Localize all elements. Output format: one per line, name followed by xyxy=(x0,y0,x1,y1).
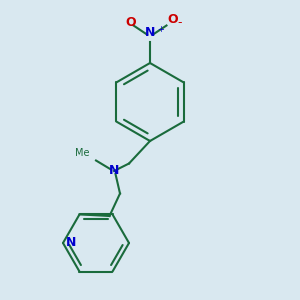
Text: +: + xyxy=(158,26,164,34)
Text: Me: Me xyxy=(76,148,90,158)
Text: O: O xyxy=(125,16,136,29)
Text: N: N xyxy=(109,164,119,178)
Text: O: O xyxy=(167,13,178,26)
Text: N: N xyxy=(66,236,76,250)
Text: -: - xyxy=(177,16,182,29)
Text: N: N xyxy=(145,26,155,39)
